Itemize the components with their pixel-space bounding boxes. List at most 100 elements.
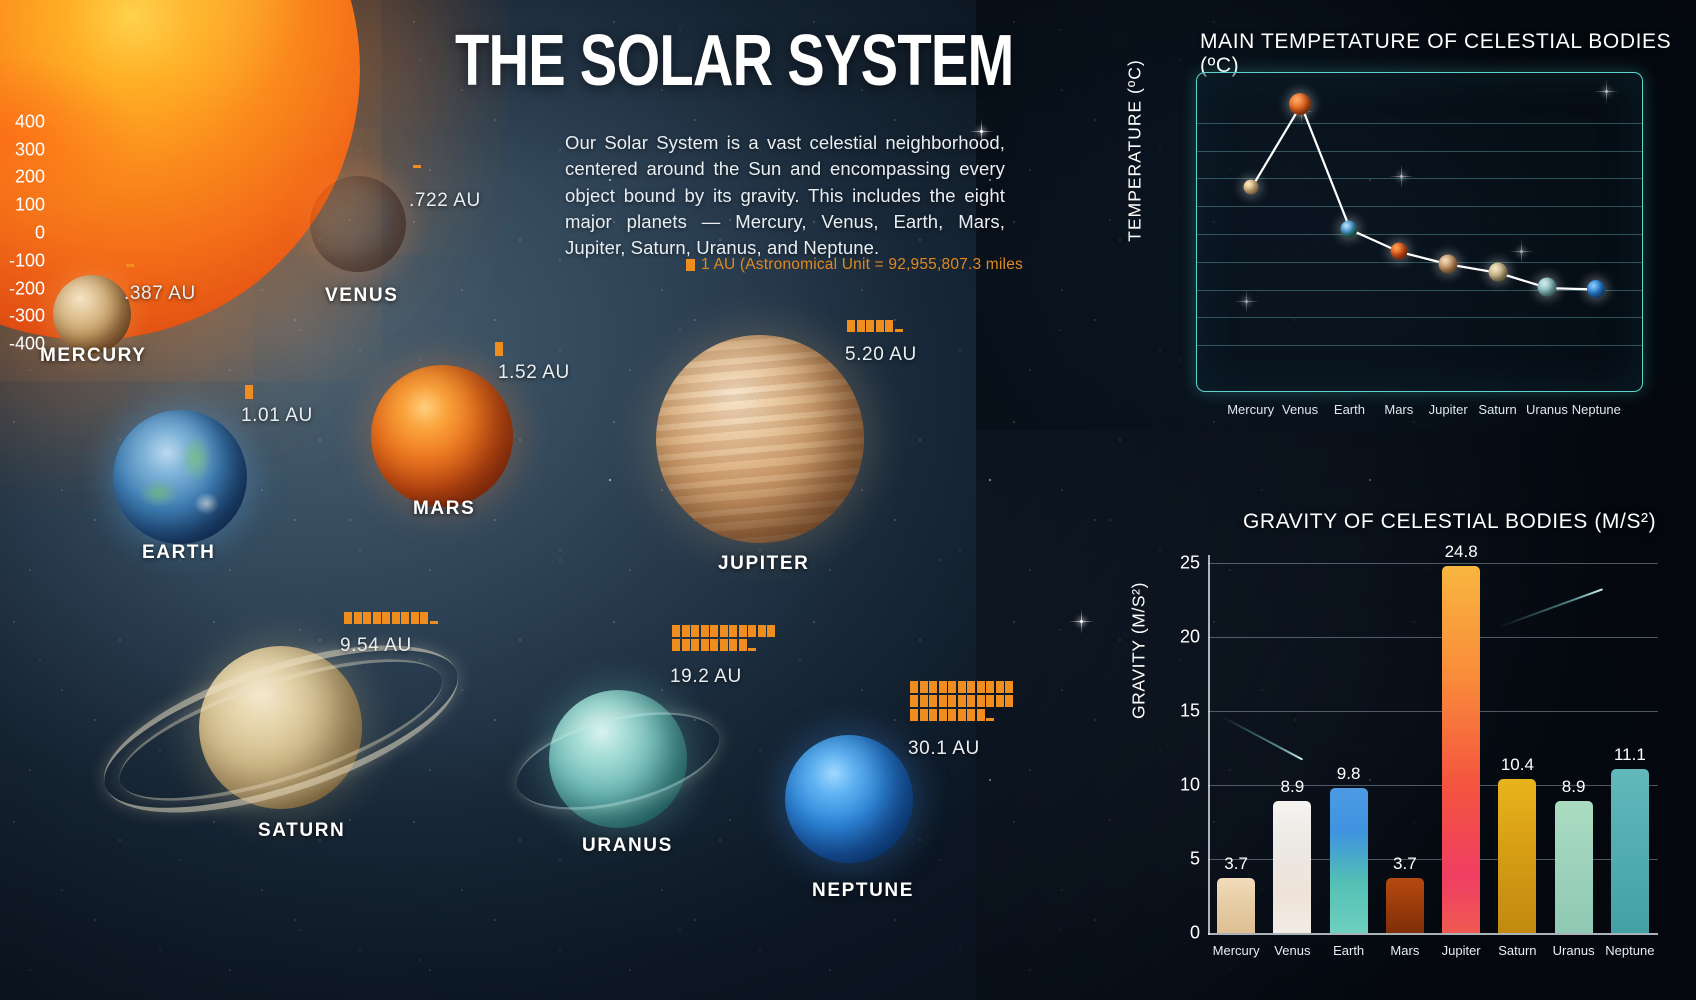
bar-uranus (1554, 801, 1593, 933)
gravity-y-axis (1208, 555, 1210, 935)
y-tick-label: 15 (1179, 700, 1200, 721)
data-point-uranus (1537, 277, 1557, 297)
temperature-line-path (1250, 103, 1598, 291)
star-sparkle-icon (1389, 164, 1414, 189)
au-label-venus: .722 AU (409, 190, 481, 211)
au-blocks-earth (245, 385, 285, 401)
data-point-venus (1289, 93, 1312, 115)
bar-value-venus: 8.9 (1280, 777, 1305, 797)
data-point-mars (1390, 242, 1408, 260)
au-blocks-mercury (126, 264, 166, 269)
au-label-mars: 1.52 AU (498, 362, 570, 383)
data-point-neptune (1587, 279, 1606, 298)
planet-mars (371, 365, 513, 507)
bar-value-mars: 3.7 (1393, 854, 1417, 874)
gridline (1208, 637, 1658, 638)
x-tick-label: Jupiter (1428, 402, 1468, 417)
gridline (1197, 206, 1642, 208)
planet-mercury (53, 275, 131, 353)
x-tick-label: Neptune (1605, 943, 1655, 958)
x-tick-label: Saturn (1478, 402, 1517, 417)
x-tick-label: Neptune (1571, 402, 1621, 417)
planet-label-earth: EARTH (142, 542, 216, 563)
gridline (1197, 261, 1642, 263)
planet-label-jupiter: JUPITER (718, 553, 810, 574)
au-legend-text: 1 AU (Astronomical Unit = 92,955,807.3 m… (701, 256, 1023, 273)
au-blocks-venus (413, 165, 453, 170)
y-tick-label: 300 (14, 139, 45, 160)
x-tick-label: Earth (1333, 943, 1365, 958)
gravity-x-axis (1208, 933, 1658, 935)
gridline (1197, 233, 1642, 235)
au-blocks-mars (495, 342, 535, 358)
intro-description: Our Solar System is a vast celestial nei… (565, 132, 1005, 259)
gridline (1197, 317, 1642, 319)
bar-mercury (1217, 878, 1256, 933)
x-tick-label: Jupiter (1441, 943, 1481, 958)
au-blocks-jupiter (847, 320, 917, 334)
planet-venus (310, 176, 406, 272)
data-point-earth (1340, 220, 1358, 238)
gridline (1208, 785, 1658, 786)
x-tick-label: Mars (1384, 402, 1414, 417)
gridline (1197, 150, 1642, 152)
temperature-chart-plot (1196, 72, 1643, 392)
temperature-chart-title: MAIN TEMPETATURE OF CELESTIAL BODIES (ºC… (1200, 30, 1672, 77)
y-tick-label: 0 (34, 222, 45, 243)
planet-neptune (785, 735, 913, 863)
planet-earth (113, 410, 247, 544)
planet-jupiter (656, 335, 864, 543)
y-tick-label: -300 (8, 305, 45, 326)
au-blocks-uranus (672, 625, 778, 653)
au-label-mercury: .387 AU (124, 283, 196, 304)
bar-value-neptune: 11.1 (1613, 744, 1646, 764)
y-tick-label: 20 (1179, 626, 1200, 647)
bar-mars (1385, 878, 1424, 933)
planet-uranus (549, 690, 687, 828)
comet-icon (1220, 715, 1304, 761)
bar-value-uranus: 8.9 (1561, 777, 1586, 797)
y-tick-label: 200 (14, 166, 45, 187)
au-label-uranus: 19.2 AU (670, 666, 742, 687)
data-point-jupiter (1438, 254, 1458, 274)
temperature-y-axis-title: TEMPERATURE (ºC) (1124, 59, 1145, 242)
orange-square-icon (686, 259, 695, 271)
planet-label-neptune: NEPTUNE (812, 880, 914, 901)
gridline (1197, 122, 1642, 124)
data-point-mercury (1243, 179, 1259, 195)
bar-value-earth: 9.8 (1336, 763, 1361, 783)
au-legend: 1 AU (Astronomical Unit = 92,955,807.3 m… (686, 256, 1023, 274)
y-tick-label: 25 (1179, 552, 1200, 573)
au-blocks-neptune (910, 681, 1016, 723)
gridline (1197, 289, 1642, 291)
x-tick-label: Mercury (1212, 943, 1260, 958)
gravity-chart-title: GRAVITY OF CELESTIAL BODIES (M/S²) (1243, 510, 1657, 533)
star-sparkle-icon (1234, 289, 1259, 314)
x-tick-label: Saturn (1498, 943, 1537, 958)
gridline (1208, 859, 1658, 860)
y-tick-label: 100 (14, 194, 45, 215)
y-tick-label: 10 (1179, 774, 1200, 795)
y-tick-label: 400 (14, 111, 45, 132)
bar-value-saturn: 10.4 (1500, 755, 1534, 775)
data-point-saturn (1488, 262, 1508, 282)
x-tick-label: Mars (1390, 943, 1420, 958)
x-tick-label: Earth (1333, 402, 1365, 417)
x-tick-label: Venus (1281, 402, 1319, 417)
y-tick-label: 0 (1189, 922, 1200, 943)
bar-jupiter (1442, 565, 1481, 933)
au-label-saturn: 9.54 AU (340, 635, 412, 656)
gravity-y-axis-title: GRAVITY (M/S²) (1128, 581, 1149, 720)
y-tick-label: -200 (8, 278, 45, 299)
au-label-jupiter: 5.20 AU (845, 344, 917, 365)
bar-neptune (1610, 768, 1649, 933)
bar-value-jupiter: 24.8 (1444, 541, 1478, 561)
bar-venus (1273, 801, 1312, 933)
planet-label-saturn: SATURN (258, 820, 346, 841)
y-tick-label: -400 (8, 333, 45, 354)
x-tick-label: Mercury (1227, 402, 1275, 417)
bar-earth (1329, 787, 1368, 933)
au-blocks-saturn (344, 612, 454, 626)
x-tick-label: Venus (1274, 943, 1311, 958)
